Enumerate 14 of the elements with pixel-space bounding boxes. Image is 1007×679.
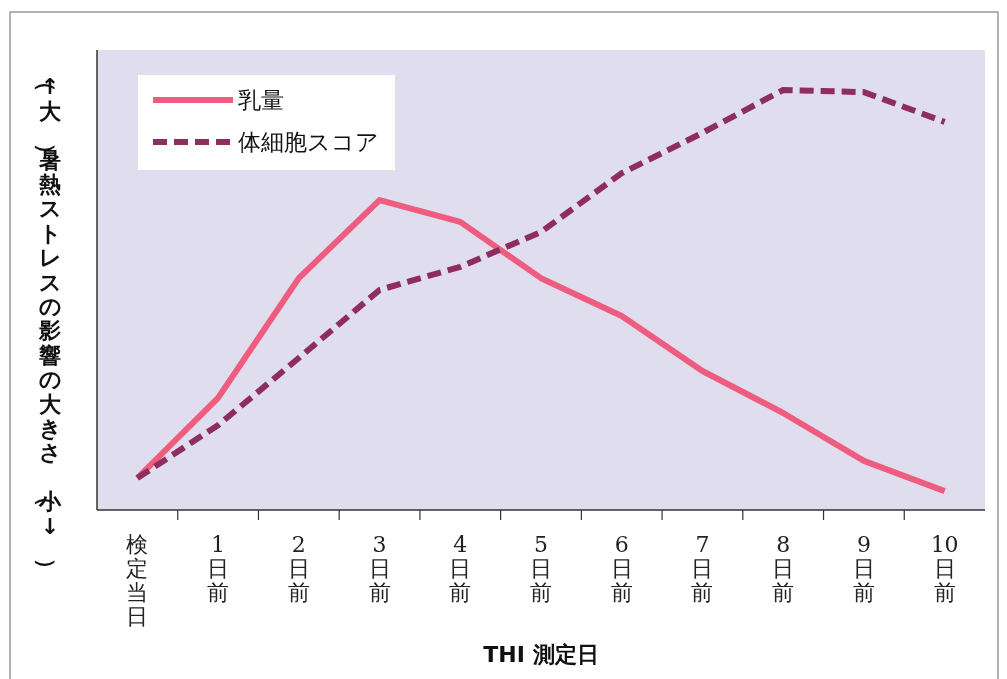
x-tick-label: 5日前 [530,532,552,605]
x-tick-label: 6日前 [610,532,633,605]
x-tick-label: 1日前 [207,532,230,605]
x-tick-label: 9日前 [852,532,875,605]
x-axis-title: THI 測定日 [483,642,599,667]
legend-label: 体細胞スコア [238,129,379,155]
x-tick-label: 4日前 [449,532,472,605]
x-tick-label: 7日前 [691,532,714,605]
x-tick-label: 2日前 [287,532,310,605]
legend-label: 乳量 [238,87,284,113]
x-tick-label: 8日前 [772,532,795,605]
x-tick-label: 検定当日 [126,532,149,629]
x-tick-label: 10日前 [930,532,959,605]
x-tick-label: 3日前 [368,532,391,605]
